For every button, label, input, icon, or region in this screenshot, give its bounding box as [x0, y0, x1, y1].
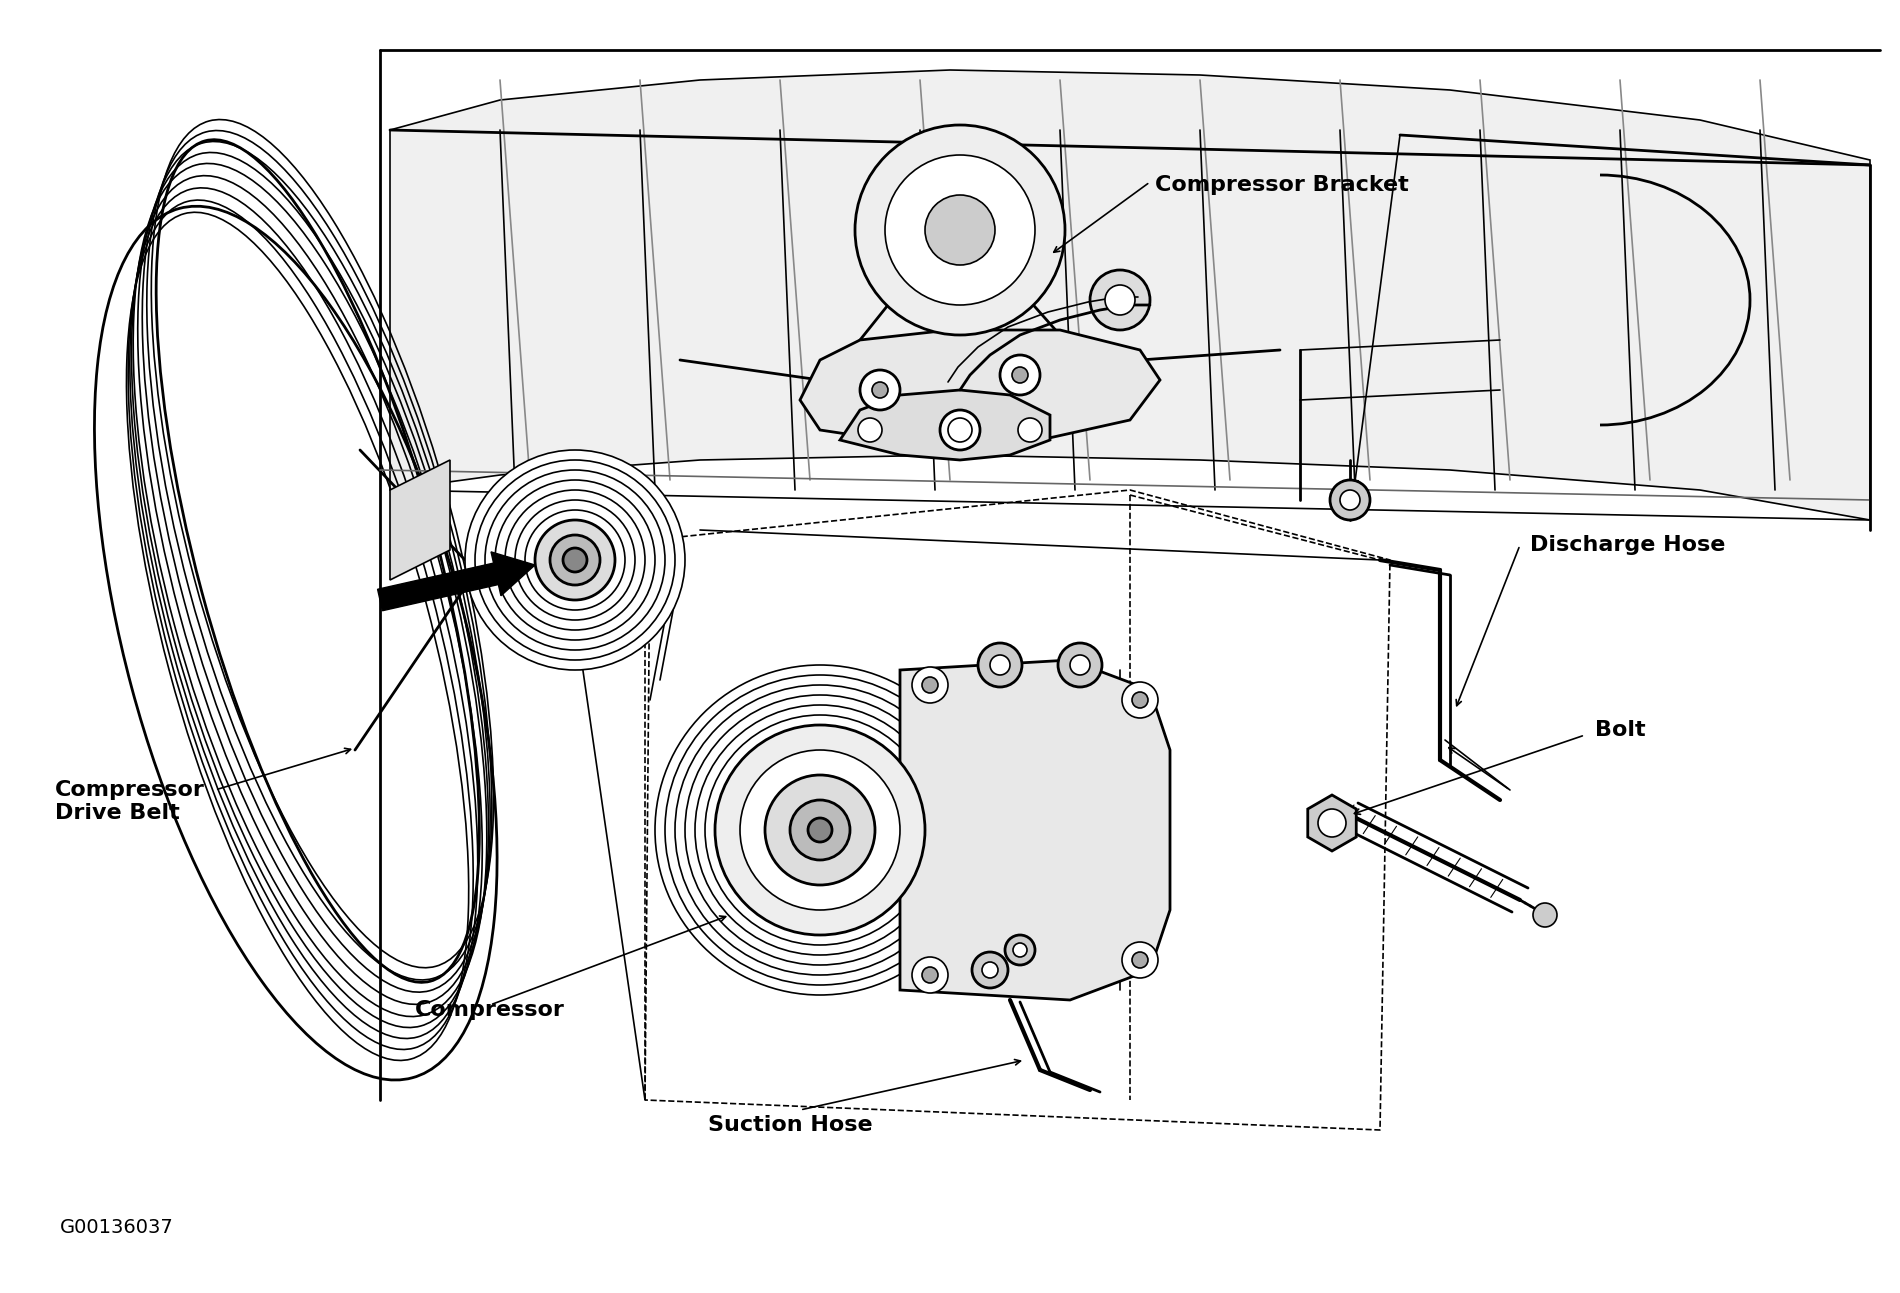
- Polygon shape: [840, 390, 1051, 460]
- Circle shape: [695, 705, 944, 956]
- Circle shape: [1533, 903, 1556, 927]
- Circle shape: [940, 410, 980, 450]
- Circle shape: [1319, 809, 1345, 837]
- Circle shape: [665, 675, 975, 985]
- Circle shape: [524, 509, 625, 610]
- Circle shape: [1070, 656, 1091, 675]
- Circle shape: [1132, 952, 1148, 968]
- Circle shape: [1106, 284, 1134, 315]
- Circle shape: [475, 460, 674, 659]
- Circle shape: [982, 962, 998, 978]
- Circle shape: [686, 696, 956, 965]
- Circle shape: [739, 750, 901, 910]
- Circle shape: [999, 356, 1039, 394]
- Circle shape: [714, 725, 925, 935]
- Circle shape: [562, 548, 587, 572]
- Polygon shape: [390, 460, 450, 581]
- Circle shape: [1013, 367, 1028, 383]
- Circle shape: [1330, 480, 1370, 520]
- Circle shape: [790, 800, 849, 860]
- FancyArrow shape: [378, 552, 536, 610]
- Circle shape: [912, 957, 948, 993]
- Circle shape: [922, 678, 939, 693]
- Circle shape: [705, 715, 935, 945]
- Circle shape: [948, 418, 973, 442]
- Circle shape: [484, 469, 665, 650]
- Polygon shape: [390, 70, 1870, 520]
- Circle shape: [925, 195, 996, 265]
- Circle shape: [505, 490, 644, 630]
- Circle shape: [990, 656, 1011, 675]
- Circle shape: [859, 418, 882, 442]
- Circle shape: [496, 480, 656, 640]
- Circle shape: [912, 667, 948, 703]
- Circle shape: [1091, 270, 1150, 330]
- Circle shape: [674, 685, 965, 975]
- Text: Suction Hose: Suction Hose: [707, 1115, 872, 1135]
- Text: Discharge Hose: Discharge Hose: [1530, 535, 1725, 555]
- Ellipse shape: [146, 178, 473, 1002]
- Circle shape: [808, 818, 832, 842]
- Text: Bolt: Bolt: [1594, 720, 1645, 740]
- Polygon shape: [901, 659, 1170, 999]
- Circle shape: [978, 643, 1022, 687]
- Circle shape: [872, 381, 887, 398]
- Circle shape: [1340, 490, 1360, 509]
- Circle shape: [861, 370, 901, 410]
- Circle shape: [952, 422, 967, 438]
- Polygon shape: [800, 330, 1161, 445]
- Circle shape: [1132, 692, 1148, 709]
- Text: G00136037: G00136037: [61, 1218, 173, 1237]
- Circle shape: [1058, 643, 1102, 687]
- Circle shape: [855, 125, 1066, 335]
- Circle shape: [536, 520, 616, 600]
- Circle shape: [515, 500, 635, 621]
- Circle shape: [656, 665, 984, 996]
- Circle shape: [1123, 943, 1157, 978]
- Text: Compressor Bracket: Compressor Bracket: [1155, 175, 1408, 195]
- Circle shape: [766, 775, 876, 884]
- Text: Compressor
Drive Belt: Compressor Drive Belt: [55, 780, 205, 824]
- Circle shape: [466, 450, 686, 670]
- Circle shape: [1018, 418, 1041, 442]
- Circle shape: [1123, 681, 1157, 718]
- Circle shape: [973, 952, 1009, 988]
- Circle shape: [922, 967, 939, 983]
- Circle shape: [1013, 943, 1028, 957]
- Circle shape: [885, 155, 1036, 305]
- Text: Compressor: Compressor: [414, 999, 564, 1020]
- Circle shape: [549, 535, 600, 584]
- Circle shape: [1005, 935, 1036, 965]
